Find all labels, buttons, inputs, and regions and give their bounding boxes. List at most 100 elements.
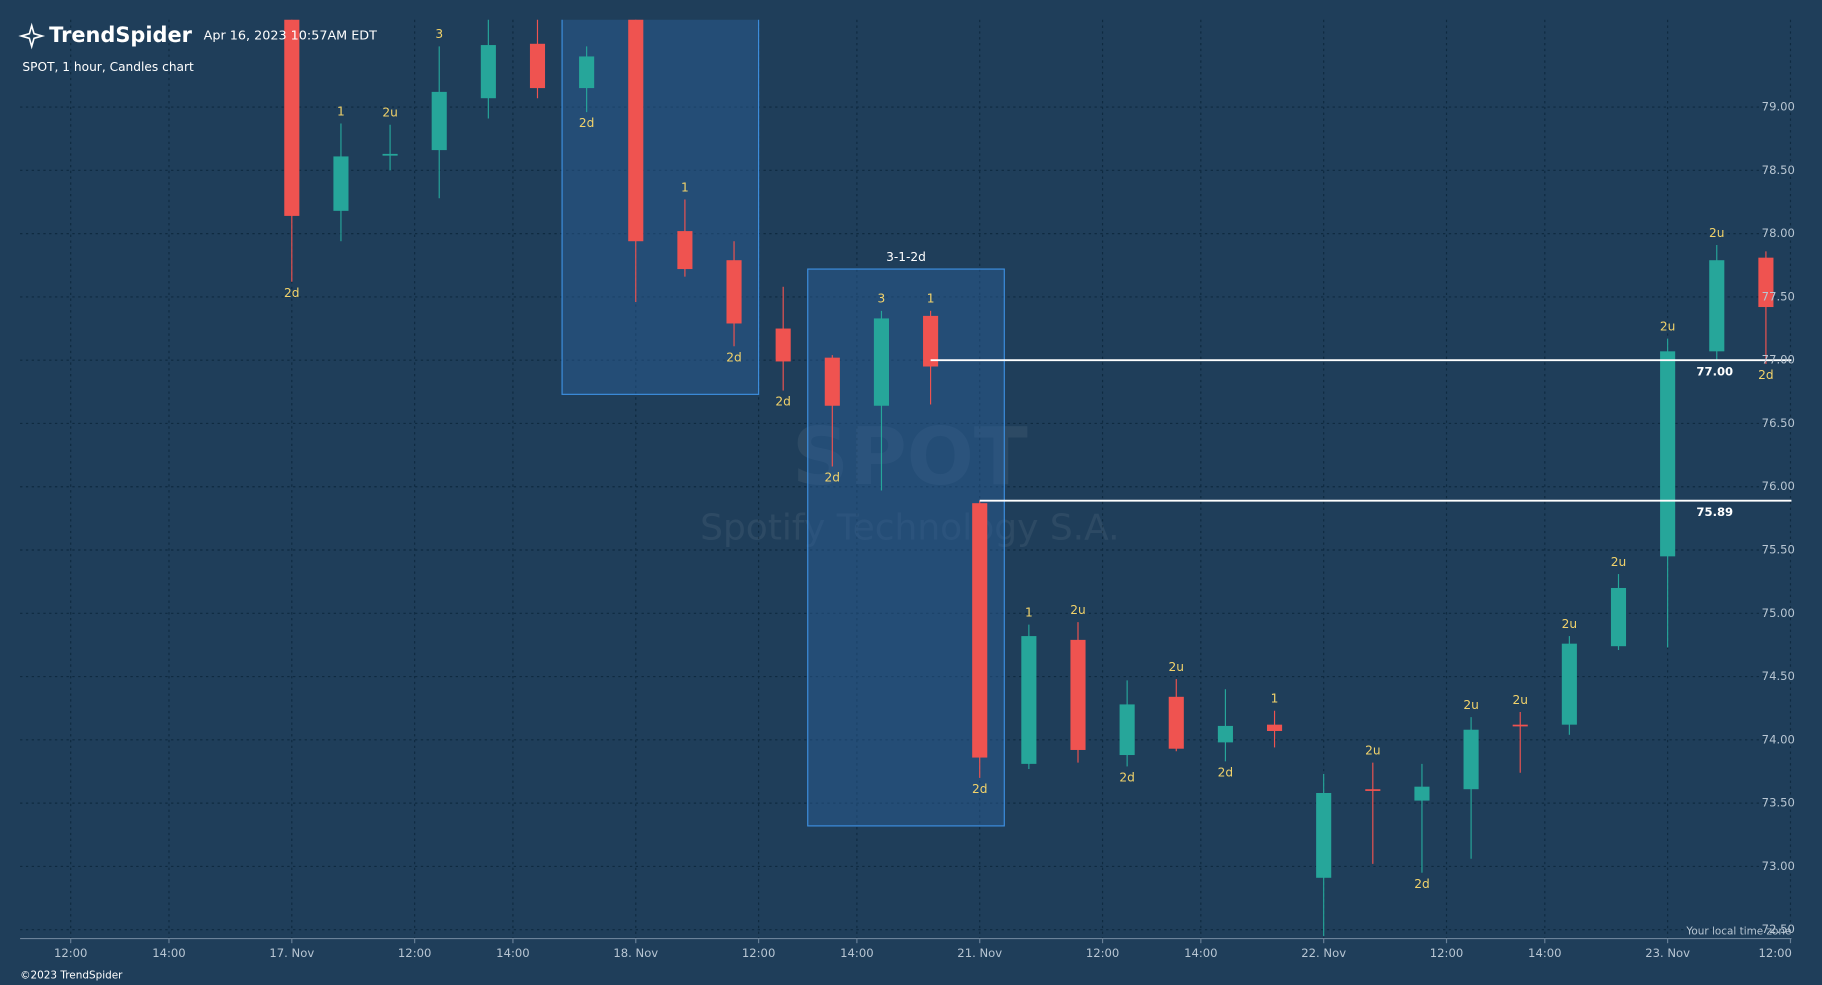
x-tick-label: 17. Nov — [269, 946, 314, 960]
y-tick-label: 73.00 — [1762, 859, 1795, 873]
x-tick-label: 14:00 — [840, 946, 873, 960]
candle-body — [431, 91, 447, 151]
candle-label: 2d — [775, 395, 791, 409]
x-tick-label: 14:00 — [496, 946, 529, 960]
candle-body — [1070, 639, 1086, 750]
x-tick-label: 12:00 — [54, 946, 87, 960]
candle-label: 2u — [1365, 744, 1380, 758]
pattern-box — [807, 268, 1005, 827]
y-tick-label: 79.00 — [1762, 100, 1795, 114]
candle-label: 2u — [1512, 693, 1527, 707]
candle-label: 2d — [1414, 877, 1429, 891]
x-tick-label: 18. Nov — [613, 946, 658, 960]
x-tick-label: 12:00 — [742, 946, 775, 960]
candle-label: 2d — [726, 350, 742, 364]
candle-label: 2d — [825, 471, 841, 485]
candle-label: 2d — [972, 782, 988, 796]
y-tick-label: 73.50 — [1762, 796, 1795, 810]
y-tick-label: 75.00 — [1762, 606, 1795, 620]
x-tick-label: 14:00 — [152, 946, 185, 960]
pattern-label: 3-1-2d — [886, 250, 926, 264]
brand: TrendSpider — [49, 23, 193, 47]
watermark: SPOT — [792, 411, 1028, 503]
candle-label: 2u — [1463, 698, 1478, 712]
x-tick-label: 14:00 — [1528, 946, 1561, 960]
candle-body — [1709, 260, 1725, 352]
y-tick-label: 76.00 — [1762, 479, 1795, 493]
logo-icon — [18, 22, 46, 50]
candle-label: 2u — [1660, 320, 1675, 334]
chart-title: SPOT, 1 hour, Candles chart — [22, 60, 194, 74]
watermark-subtitle: Spotify Technology S.A. — [700, 508, 1119, 549]
candle-body — [382, 153, 398, 156]
candle-label: 2u — [1709, 226, 1724, 240]
candle-body — [1217, 725, 1233, 743]
timestamp: Apr 16, 2023 10:57AM EDT — [204, 29, 378, 44]
candle-body — [1660, 351, 1676, 557]
candle-label: 1 — [927, 292, 935, 306]
x-tick-label: 12:00 — [1430, 946, 1463, 960]
candle-label: 1 — [337, 104, 345, 118]
candle-body — [972, 503, 988, 758]
candle-body — [1365, 789, 1381, 791]
candle-body — [628, 19, 644, 242]
y-tick-label: 78.50 — [1762, 163, 1795, 177]
level-label: 75.89 — [1696, 505, 1733, 519]
x-tick-label: 14:00 — [1184, 946, 1217, 960]
candle-body — [1316, 792, 1332, 878]
candle-label: 2d — [1758, 368, 1773, 382]
candle-label: 2u — [1611, 555, 1626, 569]
x-tick-label: 12:00 — [1086, 946, 1119, 960]
y-tick-label: 72.50 — [1762, 922, 1795, 936]
y-tick-label: 74.50 — [1762, 669, 1795, 683]
footer: ©2023 TrendSpider — [20, 970, 123, 982]
x-tick-label: 22. Nov — [1301, 946, 1346, 960]
level-label: 77.00 — [1696, 364, 1733, 378]
candle-body — [1414, 786, 1430, 801]
pattern-box — [561, 19, 760, 395]
candle-body — [1463, 729, 1479, 790]
candle-label: 3 — [435, 27, 443, 41]
timezone-note: Your local time zone — [1685, 926, 1791, 938]
candle-body — [824, 357, 840, 406]
candle-body — [1610, 587, 1627, 647]
candle-label: 2u — [382, 106, 397, 120]
candle-body — [1266, 724, 1283, 731]
candle-body — [284, 19, 300, 216]
candle-body — [1021, 636, 1037, 764]
candle-body — [579, 56, 595, 89]
y-tick-label: 77.00 — [1762, 353, 1795, 367]
candle-label: 3 — [878, 292, 886, 306]
x-tick-label: 12:00 — [398, 946, 431, 960]
candle-label: 1 — [681, 180, 689, 194]
y-tick-label: 75.50 — [1762, 543, 1795, 557]
candle-label: 2u — [1562, 617, 1577, 631]
y-tick-label: 74.00 — [1762, 732, 1795, 746]
overlay: 3-1-2d 2d 1 2u 3 2d 1 2d 2d 2d 3 1 2d 1 2u 2d 2u 2d 1 2u 2d 2… — [284, 27, 1792, 891]
candle-body — [775, 328, 791, 362]
candle-label: 2d — [1119, 771, 1135, 785]
candle-body — [923, 315, 939, 367]
candle-body — [480, 45, 496, 99]
logo — [18, 22, 46, 50]
candle-label: 2d — [284, 286, 300, 300]
candle-label: 2d — [1218, 765, 1233, 779]
candle-label: 2d — [579, 116, 595, 130]
candle-body — [726, 260, 742, 324]
candle-body — [529, 43, 546, 89]
candle-body — [1561, 643, 1577, 725]
x-tick-label: 21. Nov — [957, 946, 1002, 960]
candle-body — [677, 231, 693, 270]
y-tick-label: 77.50 — [1762, 289, 1795, 303]
candle-label: 2u — [1169, 660, 1184, 674]
x-tick-label: 12:00 — [1758, 946, 1791, 960]
plot-area — [284, 19, 1774, 937]
y-tick-label: 78.00 — [1762, 226, 1795, 240]
candle-label: 1 — [1271, 692, 1279, 706]
candle-body — [1512, 724, 1528, 727]
y-tick-label: 76.50 — [1762, 416, 1795, 430]
candle-body — [333, 156, 349, 211]
candle-body — [873, 318, 890, 406]
